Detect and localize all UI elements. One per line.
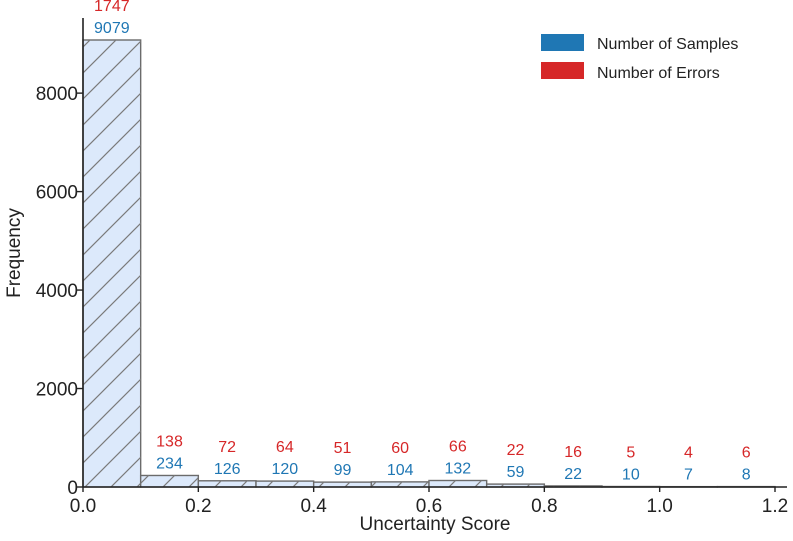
- x-tick-label: 0.8: [531, 496, 557, 517]
- histogram-bar-hatch: [256, 481, 314, 487]
- x-tick-label: 0.2: [185, 496, 211, 517]
- x-tick-label: 0.6: [416, 496, 442, 517]
- samples-count-label: 10: [622, 467, 640, 484]
- errors-count-label: 5: [626, 445, 635, 462]
- legend: Number of Samples Number of Errors: [541, 34, 738, 82]
- y-tick-label: 6000: [36, 183, 78, 204]
- histogram-bar-hatch: [486, 484, 545, 487]
- errors-count-label: 72: [218, 439, 236, 456]
- errors-count-label: 66: [449, 439, 467, 456]
- legend-swatch-samples: [541, 34, 584, 51]
- samples-count-label: 132: [444, 461, 471, 478]
- samples-count-label: 126: [214, 461, 241, 478]
- samples-count-label: 8: [742, 467, 751, 484]
- bars-layer: [82, 39, 776, 488]
- errors-count-label: 16: [564, 444, 582, 461]
- y-tick-label: 8000: [36, 84, 78, 105]
- histogram-bar-hatch: [429, 480, 487, 487]
- errors-count-label: 22: [507, 442, 525, 459]
- legend-swatch-errors: [541, 62, 584, 79]
- count-labels-layer: 9079174723413812672120649951104601326659…: [94, 0, 751, 484]
- errors-count-label: 4: [684, 445, 693, 462]
- y-tick-label: 4000: [36, 281, 78, 302]
- samples-count-label: 7: [684, 467, 693, 484]
- y-tick-label: 0: [67, 478, 78, 499]
- x-tick-label: 0.4: [300, 496, 327, 517]
- x-tick-label: 1.0: [646, 496, 672, 517]
- errors-count-label: 60: [391, 440, 409, 457]
- x-tick-label: 1.2: [762, 496, 788, 517]
- errors-count-label: 64: [276, 439, 294, 456]
- histogram-bar-hatch: [371, 481, 429, 487]
- samples-count-label: 59: [507, 464, 525, 481]
- axes-layer: [82, 18, 787, 488]
- histogram-bar-hatch: [198, 480, 256, 487]
- samples-count-label: 99: [334, 462, 352, 479]
- legend-label-samples: Number of Samples: [597, 36, 738, 53]
- histogram-bar-hatch: [140, 475, 199, 487]
- y-axis-title: Frequency: [4, 208, 25, 298]
- x-tick-label: 0.0: [70, 496, 96, 517]
- errors-count-label: 138: [156, 433, 183, 450]
- ticks-layer: 0 2000 4000 6000 8000 0.0 0.2 0.4 0.6 0.8 1.0 1.2: [36, 84, 788, 517]
- y-tick-label: 2000: [36, 380, 78, 401]
- legend-label-errors: Number of Errors: [597, 65, 720, 82]
- samples-count-label: 104: [387, 462, 414, 479]
- samples-count-label: 22: [564, 466, 582, 483]
- errors-count-label: 51: [334, 440, 352, 457]
- samples-count-label: 9079: [94, 20, 130, 37]
- samples-count-label: 234: [156, 455, 183, 472]
- x-axis-title: Uncertainty Score: [359, 514, 510, 535]
- histogram-bar-hatch: [83, 40, 141, 487]
- samples-count-label: 120: [271, 461, 298, 478]
- errors-count-label: 6: [742, 445, 751, 462]
- errors-count-label: 1747: [94, 0, 130, 15]
- histogram-bar-hatch: [313, 482, 372, 487]
